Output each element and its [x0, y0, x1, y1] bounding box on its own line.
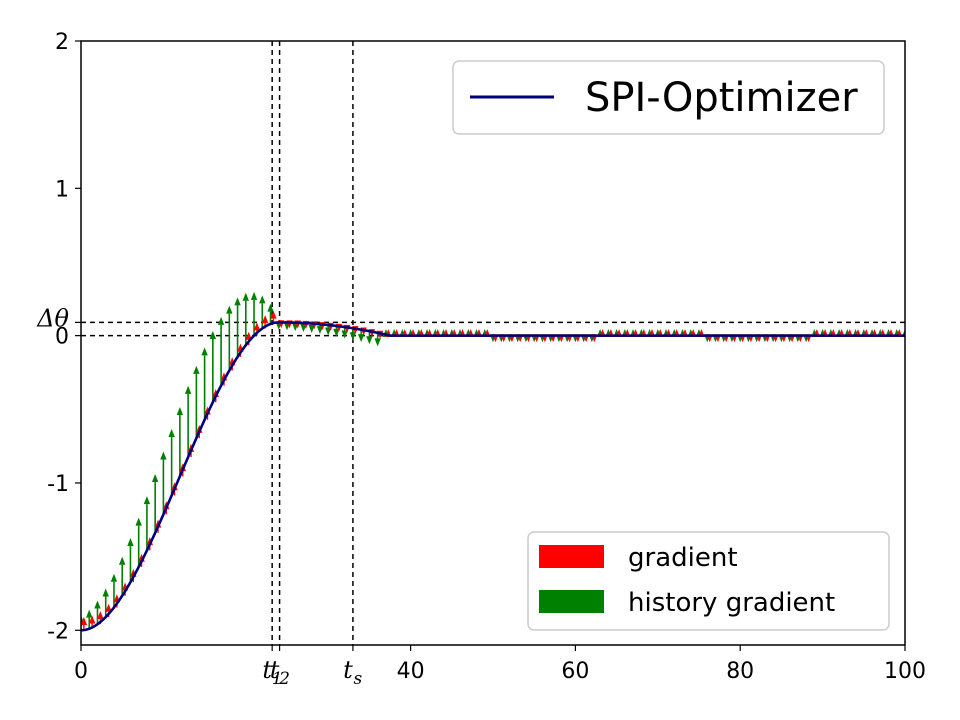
history-arrow-23: [267, 303, 274, 324]
history-arrow-33-head: [349, 332, 357, 341]
x-tick-label: 100: [884, 659, 926, 684]
gradient-arrow-0-head: [81, 617, 88, 626]
history-arrow-15: [201, 347, 208, 420]
legend-gradients: gradient history gradient: [527, 531, 890, 631]
legend-gradient-swatch: [539, 545, 604, 568]
history-arrow-3: [102, 588, 109, 618]
x-tick-sub-ts: s: [354, 669, 363, 689]
history-arrow-7: [135, 517, 142, 567]
gradient-arrow-1-head: [88, 615, 96, 624]
history-arrow-19-head: [234, 297, 241, 306]
history-arrow-10-head: [160, 451, 167, 460]
legend-gradient-label: gradient: [628, 543, 738, 573]
legend-line: SPI-Optimizer: [452, 60, 885, 135]
axes-frame: [80, 40, 906, 646]
history-arrow-21-head: [250, 291, 258, 300]
history-arrow-8: [143, 496, 151, 551]
history-arrow-15-head: [201, 347, 208, 356]
history-arrow-19: [234, 297, 241, 357]
history-arrow-23-head: [267, 303, 274, 312]
history-arrow-5-head: [119, 556, 126, 565]
history-arrow-7-head: [135, 517, 142, 526]
history-arrow-18-head: [226, 305, 233, 314]
y-tick-label: 0: [55, 325, 69, 350]
history-arrow-10: [160, 451, 167, 515]
x-tick-label: 60: [561, 659, 589, 684]
legend-history-swatch: [539, 590, 604, 613]
series-line-spi-optimizer: [81, 321, 905, 632]
history-arrow-29-head: [316, 326, 324, 335]
x-tick-label-t1: t: [262, 656, 272, 684]
history-arrow-16-head: [209, 330, 217, 339]
history-arrow-2: [94, 600, 101, 625]
history-arrow-22: [259, 295, 266, 329]
history-arrow-32-head: [341, 330, 348, 339]
y-tick-label: -1: [47, 472, 69, 497]
history-arrow-17: [217, 316, 225, 386]
legend-gradients-frame: [527, 531, 890, 631]
y-tick-label: 2: [55, 30, 69, 55]
y-tick-label: -2: [47, 619, 69, 644]
history-arrow-4-head: [110, 573, 118, 582]
x-tick-label-t2: t: [270, 656, 280, 684]
history-arrow-1-head: [86, 609, 93, 618]
gradient-arrow-22-head: [261, 315, 269, 324]
history-arrow-3-head: [102, 588, 109, 597]
history-arrow-9-head: [151, 474, 159, 483]
legend-line-label: SPI-Optimizer: [585, 75, 858, 121]
history-arrow-11: [168, 429, 175, 496]
y-tick-label: 1: [55, 177, 69, 202]
gradient-arrow-2-head: [97, 610, 104, 619]
history-arrow-31-head: [333, 328, 340, 337]
history-arrow-17-head: [217, 316, 225, 325]
history-arrow-4: [110, 573, 118, 608]
plot-inner: [81, 41, 905, 645]
x-tick-label: 0: [74, 659, 88, 684]
history-arrow-12-head: [176, 407, 184, 416]
x-tick-label-ts: t: [343, 656, 353, 684]
history-arrow-8-head: [143, 496, 151, 505]
x-tick-sub-t1: 1: [272, 669, 283, 689]
y-tick-label-delta-theta: Δθ: [36, 304, 69, 332]
legend-history-label: history gradient: [628, 588, 835, 618]
history-arrow-11-head: [168, 429, 175, 438]
gradient-arrow-3-head: [105, 603, 112, 612]
x-tick-sub-t2: 2: [278, 669, 290, 689]
history-arrow-14-head: [193, 365, 200, 374]
history-arrow-14: [193, 365, 200, 439]
plot-area: [81, 41, 905, 645]
history-arrow-34-head: [357, 334, 365, 343]
gradient-arrow-21-head: [253, 322, 261, 331]
history-arrow-5: [119, 556, 126, 596]
legend-line-frame: [452, 60, 885, 135]
history-arrow-20-head: [242, 292, 249, 301]
history-arrow-2-head: [94, 600, 101, 609]
history-arrow-35-head: [366, 336, 373, 345]
history-arrow-36-head: [374, 338, 381, 347]
history-arrow-20: [242, 292, 249, 346]
x-tick-label: 80: [726, 659, 754, 684]
history-arrow-18: [226, 305, 233, 371]
history-arrow-6-head: [127, 537, 134, 546]
history-arrow-22-head: [259, 295, 266, 304]
history-arrow-13: [184, 385, 192, 458]
history-arrow-12: [176, 407, 184, 477]
history-arrow-16: [209, 330, 217, 403]
gradient-arrow-23-head: [270, 310, 277, 319]
x-tick-label: 40: [397, 659, 425, 684]
history-arrow-9: [151, 474, 159, 533]
history-arrow-13-head: [184, 385, 192, 394]
history-arrow-30-head: [325, 327, 332, 336]
